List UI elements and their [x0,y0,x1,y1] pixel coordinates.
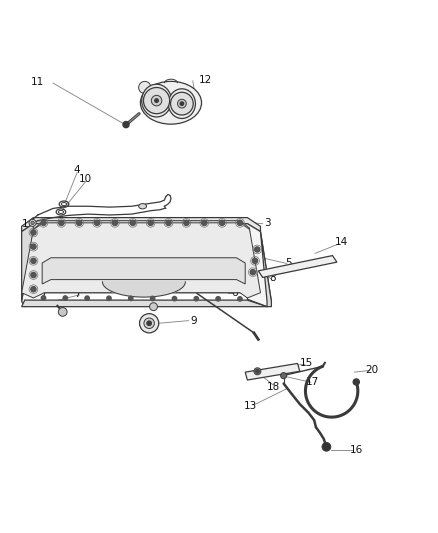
Circle shape [95,220,100,225]
Circle shape [166,220,171,225]
Text: 8: 8 [269,273,276,283]
Ellipse shape [142,84,171,117]
Circle shape [41,296,46,300]
Circle shape [123,122,129,128]
Circle shape [58,308,67,316]
Ellipse shape [168,89,195,118]
Text: 9: 9 [191,316,197,326]
Text: 15: 15 [300,358,313,368]
Circle shape [353,379,359,385]
Circle shape [31,272,36,278]
Text: 3: 3 [264,218,270,228]
Text: 10: 10 [78,174,92,184]
Circle shape [31,244,36,249]
Circle shape [322,442,331,451]
Circle shape [31,230,36,235]
Circle shape [184,220,189,225]
Polygon shape [21,224,272,306]
Circle shape [31,221,34,224]
Circle shape [150,296,155,301]
Circle shape [219,220,225,225]
Polygon shape [33,221,250,234]
Circle shape [151,95,162,106]
Circle shape [180,102,184,106]
Circle shape [63,296,67,300]
Circle shape [155,99,158,102]
Text: 1: 1 [21,219,28,229]
Circle shape [130,220,135,225]
Circle shape [144,318,154,328]
Circle shape [31,258,36,263]
Circle shape [250,270,255,275]
Circle shape [148,220,153,225]
Circle shape [252,258,258,263]
Circle shape [112,220,117,225]
Circle shape [170,92,193,115]
Ellipse shape [141,82,201,124]
Circle shape [77,220,82,225]
Text: 16: 16 [350,445,363,455]
Circle shape [281,373,287,379]
Text: 13: 13 [244,401,257,411]
Circle shape [139,82,151,94]
Circle shape [177,99,186,108]
Circle shape [254,247,260,252]
Text: 5: 5 [286,259,292,269]
Circle shape [238,297,242,301]
Circle shape [59,220,64,225]
Circle shape [140,313,159,333]
Text: 7: 7 [74,289,81,299]
Circle shape [41,220,46,225]
Circle shape [256,369,259,373]
Circle shape [201,220,207,225]
Text: 12: 12 [199,75,212,85]
Text: 18: 18 [266,382,280,392]
Circle shape [144,87,170,114]
Polygon shape [42,258,245,284]
Text: 17: 17 [306,377,319,387]
Polygon shape [258,256,337,277]
Text: 20: 20 [365,365,378,375]
Circle shape [29,220,36,227]
Text: 4: 4 [74,165,81,175]
Circle shape [216,297,220,301]
Polygon shape [21,224,33,301]
Polygon shape [102,282,185,297]
Polygon shape [245,364,300,380]
Text: 14: 14 [335,238,348,247]
Ellipse shape [139,204,147,209]
Text: 6: 6 [231,288,237,298]
Circle shape [107,296,111,301]
Polygon shape [21,300,267,306]
Circle shape [237,220,243,225]
Text: 11: 11 [31,77,44,87]
Circle shape [172,296,177,301]
Circle shape [129,296,133,301]
Circle shape [254,368,261,375]
Circle shape [147,321,151,326]
Circle shape [150,303,157,311]
Circle shape [31,287,36,292]
Circle shape [85,296,89,300]
Polygon shape [21,223,261,298]
Polygon shape [261,231,272,306]
Polygon shape [21,217,261,231]
Circle shape [194,296,198,301]
